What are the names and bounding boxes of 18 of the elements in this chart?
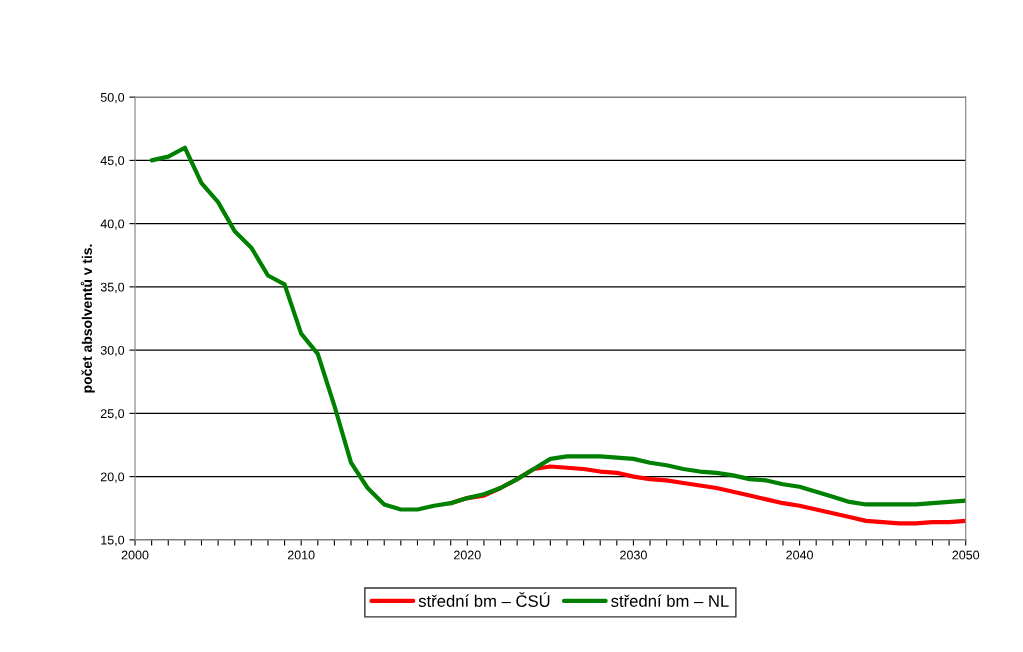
y-tick-label: 15,0 (101, 535, 125, 546)
y-tick-label: 20,0 (100, 472, 125, 483)
x-tick-label: 2000 (121, 550, 149, 560)
line-series (149, 145, 966, 512)
y-tick-label: 25,0 (100, 409, 125, 420)
x-tick-label: 2020 (454, 550, 481, 560)
y-tick-label: 45,0 (100, 156, 125, 167)
y-tick-label: 40,0 (100, 219, 125, 230)
x-tick-label: 2050 (952, 550, 980, 560)
x-tick-label: 2010 (287, 550, 315, 560)
x-tick-label: 2030 (620, 550, 647, 560)
y-tick-label: 35,0 (100, 282, 125, 294)
y-axis-title: počet absolventů v tis. (80, 244, 95, 393)
y-tick-label: 30,0 (100, 345, 125, 357)
x-tick-label: 2040 (786, 550, 813, 560)
legend-label: střední bm – ČSÚ (418, 592, 550, 607)
legend-label: střední bm – NL (611, 594, 729, 607)
y-tick-label: 50,0 (100, 92, 125, 104)
